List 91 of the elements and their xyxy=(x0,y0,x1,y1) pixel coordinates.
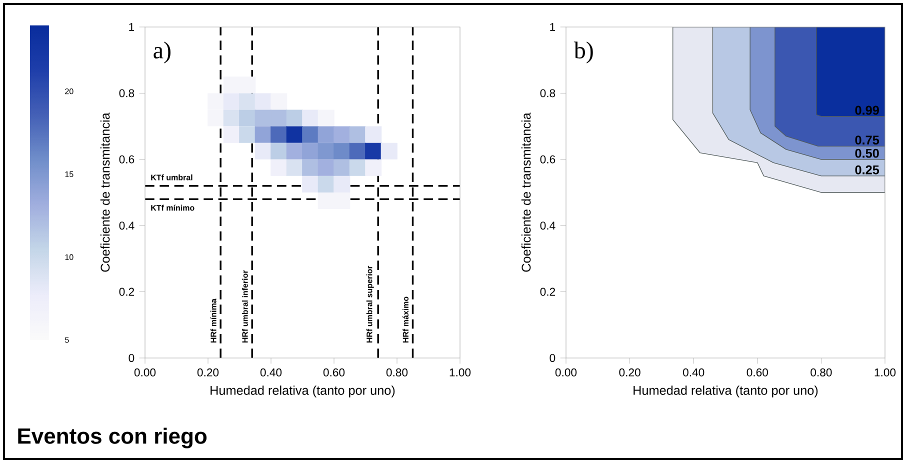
x-tick-label: 0.20 xyxy=(619,368,640,376)
ref-line-label: KTf umbral xyxy=(151,174,192,180)
x-tick-label: 0.60 xyxy=(746,368,768,376)
point xyxy=(334,176,350,192)
text: a) xyxy=(154,42,170,64)
x-axis-title: Humedad relativa (tanto por uno) xyxy=(634,386,818,398)
point xyxy=(318,110,334,126)
x-tick-label: 0.40 xyxy=(683,368,704,376)
point xyxy=(239,76,256,94)
point xyxy=(365,142,382,160)
point xyxy=(208,93,224,110)
point xyxy=(286,110,303,126)
x-tick-label: 1.00 xyxy=(450,368,471,376)
point xyxy=(302,126,319,143)
point xyxy=(334,126,350,143)
ref-line-label: HRf mínima xyxy=(210,298,216,343)
point xyxy=(302,159,319,176)
point xyxy=(208,110,224,126)
color-bar-label: 5 xyxy=(65,337,69,343)
y-tick-label: 0 xyxy=(128,354,134,362)
point xyxy=(270,159,288,176)
y-tick-label: 0 xyxy=(550,354,556,362)
ref-line-label: HRf umbral inferior xyxy=(242,270,248,343)
point xyxy=(223,93,240,110)
point xyxy=(286,142,303,160)
point xyxy=(365,159,382,176)
y-tick-label: 1 xyxy=(129,23,134,31)
point xyxy=(380,142,398,160)
point xyxy=(334,142,350,160)
point xyxy=(254,126,272,143)
point xyxy=(318,159,334,176)
point xyxy=(286,126,303,143)
series-label: 0.75 xyxy=(855,136,880,145)
series-label: 0.50 xyxy=(855,148,879,158)
x-tick-label: 0.40 xyxy=(260,368,282,376)
point xyxy=(270,126,288,143)
point xyxy=(286,159,303,176)
ref-line-label: HRf máximo xyxy=(402,296,408,343)
point xyxy=(270,110,288,126)
point xyxy=(270,142,288,160)
point xyxy=(318,192,334,210)
color-bar-label: 20 xyxy=(65,88,74,94)
point xyxy=(318,176,334,192)
y-tick-label: 0.6 xyxy=(540,155,556,164)
point xyxy=(223,76,240,94)
point xyxy=(254,110,272,126)
point xyxy=(223,126,240,143)
point xyxy=(365,126,382,143)
point xyxy=(334,159,350,176)
ref-line-label: HRf umbral superior xyxy=(366,266,374,343)
x-tick-label: 1.00 xyxy=(874,368,896,376)
x-tick-label: 0.00 xyxy=(134,368,156,376)
point xyxy=(302,110,319,126)
point xyxy=(302,176,319,192)
color-bar-label: 10 xyxy=(65,254,74,260)
text: b) xyxy=(574,42,593,64)
point xyxy=(239,110,256,126)
point xyxy=(223,110,240,126)
y-tick-label: 0.2 xyxy=(119,288,134,296)
x-tick-label: 0.80 xyxy=(810,368,832,376)
point xyxy=(239,93,256,110)
y-tick-label: 0.6 xyxy=(119,155,134,164)
point xyxy=(254,142,272,160)
series-label: 0.25 xyxy=(855,165,880,174)
y-axis-title: Coeficiente de transmitancia xyxy=(521,112,531,272)
point xyxy=(254,93,272,110)
y-tick-label: 0.8 xyxy=(119,89,134,98)
x-axis-title: Humedad relativa (tanto por uno) xyxy=(210,386,395,398)
point xyxy=(302,142,319,160)
y-tick-label: 1 xyxy=(550,23,556,31)
point xyxy=(349,126,366,143)
x-tick-label: 0.20 xyxy=(197,368,219,376)
y-tick-label: 0.8 xyxy=(540,89,556,98)
y-tick-label: 0.4 xyxy=(119,222,134,230)
point xyxy=(270,93,288,110)
point xyxy=(334,192,350,210)
x-tick-label: 0.00 xyxy=(555,368,577,376)
point xyxy=(349,159,366,176)
series-label: 0.99 xyxy=(855,106,879,115)
y-tick-label: 0.4 xyxy=(540,222,556,230)
point xyxy=(349,142,366,160)
ref-line-label: KTf mínimo xyxy=(151,204,194,211)
point xyxy=(318,126,334,143)
point xyxy=(318,142,334,160)
y-axis-title: Coeficiente de transmitancia xyxy=(100,112,110,272)
y-tick-label: 0.2 xyxy=(540,288,556,296)
x-tick-label: 0.80 xyxy=(386,368,408,376)
text: Eventos con riego xyxy=(18,428,207,448)
color-bar-label: 15 xyxy=(65,171,74,178)
point xyxy=(239,126,256,143)
x-tick-label: 0.60 xyxy=(323,368,345,376)
